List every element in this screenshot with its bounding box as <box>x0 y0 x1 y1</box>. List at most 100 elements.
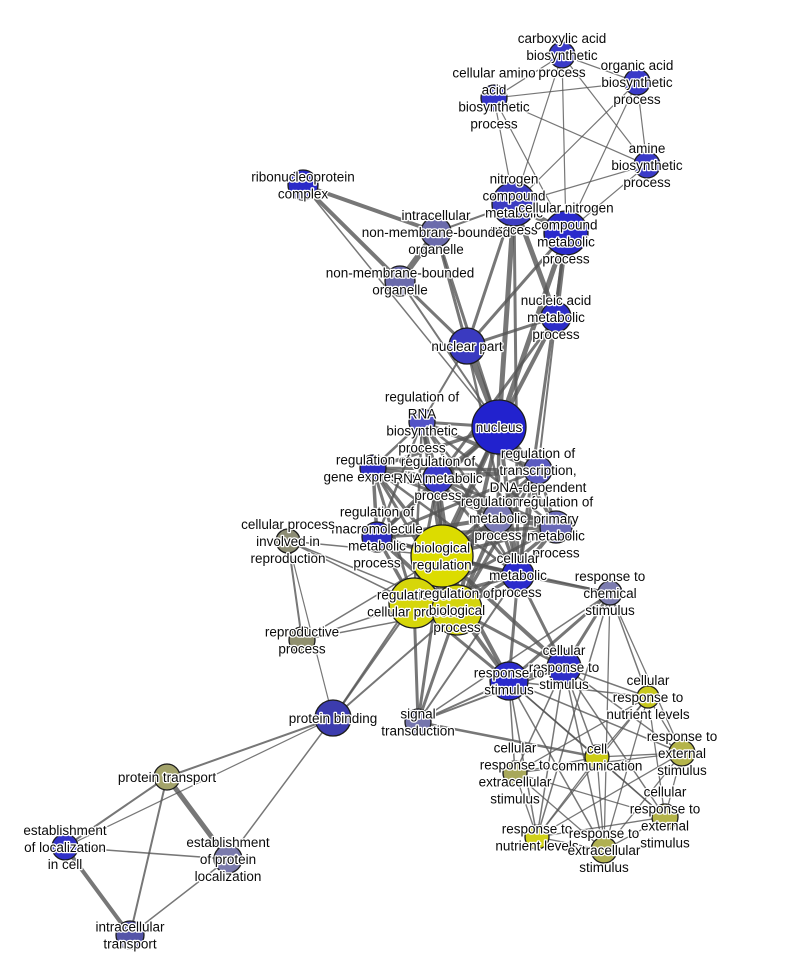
node-rbp[interactable] <box>431 584 483 636</box>
edge-str-cco <box>416 720 599 759</box>
node-label-rxs: response to extracellular stimulus <box>568 826 641 875</box>
edge-crn-cxs <box>647 696 666 818</box>
edge-rnp-ino <box>301 183 438 234</box>
node-label-rnl: response to nutrient levels <box>495 821 579 853</box>
node-ino[interactable] <box>420 216 452 248</box>
edge-ptr-elc <box>64 776 168 848</box>
node-label-ino: intracellular non-membrane-bounded organel… <box>362 208 511 257</box>
edge-rcs-rnl <box>536 592 611 838</box>
edge-oab-cnc <box>565 81 638 234</box>
node-label-cir: cellular process involved in reproduction <box>241 517 335 566</box>
labels-layer: carboxylic acid biosynthetic process organi… <box>22 29 719 952</box>
node-label-nap: nuclear part <box>431 339 503 354</box>
node-label-oab: organic acid biosynthetic process <box>601 58 674 107</box>
node-label-cre: cellular response to extracellular stimulus <box>479 740 552 806</box>
edge-rcs-rxs <box>603 592 611 851</box>
node-rcs[interactable] <box>597 580 623 606</box>
node-label-ptr: protein transport <box>118 770 217 785</box>
node-rtd[interactable] <box>523 455 553 485</box>
edge-cab-amb <box>561 54 648 166</box>
node-rrb[interactable] <box>408 408 436 436</box>
node-rpm[interactable] <box>539 510 573 544</box>
edge-rrm-cmp <box>436 476 520 577</box>
node-label-nuc: nucleus <box>476 420 523 435</box>
node-cre[interactable] <box>502 760 528 786</box>
node-label-rbp: regulation of biological process <box>420 586 495 635</box>
edge-elc-itr <box>63 845 132 937</box>
node-label-res: response to external stimulus <box>647 729 718 778</box>
node-label-rge: regulation of gene expression <box>323 452 422 484</box>
edge-cir-rpr <box>287 540 303 641</box>
node-label-rrm: regulation of RNA metabolic process <box>393 454 483 503</box>
edge-crn-cre <box>514 696 649 774</box>
node-itr[interactable] <box>115 920 145 950</box>
edge-rst-cxs <box>508 680 666 818</box>
edge-ptr-epl <box>164 774 231 862</box>
edge-ncm-cmp <box>512 202 520 577</box>
node-label-str: signal transduction <box>381 706 455 738</box>
node-amb[interactable] <box>633 151 661 179</box>
node-label-cxs: cellular response to external stimulus <box>630 784 701 850</box>
node-ncm[interactable] <box>491 181 537 227</box>
node-nuc[interactable] <box>471 399 527 455</box>
node-str[interactable] <box>404 708 432 736</box>
node-rpr[interactable] <box>288 626 316 654</box>
node-cir[interactable] <box>275 528 301 554</box>
node-label-cab: carboxylic acid biosynthetic process <box>518 31 607 80</box>
node-rmm[interactable] <box>361 521 393 553</box>
edge-cnc-nuc <box>496 230 569 430</box>
node-rxs[interactable] <box>590 836 618 864</box>
edge-cre-rxs <box>514 772 605 851</box>
node-res[interactable] <box>668 739 696 767</box>
node-brg[interactable] <box>410 524 474 588</box>
node-cnc[interactable] <box>543 210 589 256</box>
node-label-rmm: regulation of macromolecule metabolic proce… <box>331 504 423 570</box>
node-rnl[interactable] <box>524 824 550 850</box>
edge-epl-itr <box>129 858 229 936</box>
node-caa[interactable] <box>480 84 508 112</box>
node-crn[interactable] <box>636 685 660 709</box>
node-rge[interactable] <box>359 454 387 482</box>
node-label-brg: biological regulation <box>412 540 471 572</box>
node-rnp[interactable] <box>287 169 319 201</box>
node-nmo[interactable] <box>384 265 416 297</box>
node-cco[interactable] <box>584 744 610 770</box>
node-label-crs: cellular response to stimulus <box>529 643 600 692</box>
node-rst[interactable] <box>489 661 529 701</box>
node-rmp[interactable] <box>482 502 514 534</box>
node-label-cmp: cellular metabolic process <box>489 551 547 600</box>
node-label-epl: establishment of protein localization <box>186 835 270 884</box>
edge-res-cco <box>596 752 683 758</box>
edge-oab-amb <box>636 81 648 166</box>
edge-nam-rtd <box>537 316 557 471</box>
node-ptr[interactable] <box>153 763 181 791</box>
edge-epl-pbi <box>227 717 334 860</box>
node-nam[interactable] <box>540 301 572 333</box>
node-label-rcs: response to chemical stimulus <box>575 569 646 618</box>
node-elc[interactable] <box>51 833 79 861</box>
node-rrm[interactable] <box>422 462 454 494</box>
edge-pbi-elc <box>64 717 334 848</box>
nodes-layer <box>51 41 696 950</box>
node-label-rpm: regulation of primary metabolic process <box>519 494 594 560</box>
node-crs[interactable] <box>546 649 582 685</box>
node-label-rpr: reproductive process <box>265 624 339 656</box>
node-oab[interactable] <box>623 68 651 96</box>
node-cxs[interactable] <box>651 803 679 831</box>
node-label-amb: amine biosynthetic process <box>611 141 683 190</box>
edge-pbi-ptr <box>166 717 334 778</box>
edge-pbi-rbp <box>332 609 458 719</box>
edge-crs-rnl <box>536 666 565 838</box>
edge-cab-ncm <box>513 54 563 205</box>
edge-amb-ncm <box>513 164 648 205</box>
node-cab[interactable] <box>548 41 576 69</box>
node-cmp[interactable] <box>501 558 535 592</box>
node-epl[interactable] <box>213 844 243 874</box>
node-nap[interactable] <box>448 327 486 365</box>
edge-caa-amb <box>493 97 648 166</box>
node-label-pbi: protein binding <box>289 711 378 726</box>
node-pbi[interactable] <box>314 699 352 737</box>
edge-oab-caa <box>493 81 638 99</box>
